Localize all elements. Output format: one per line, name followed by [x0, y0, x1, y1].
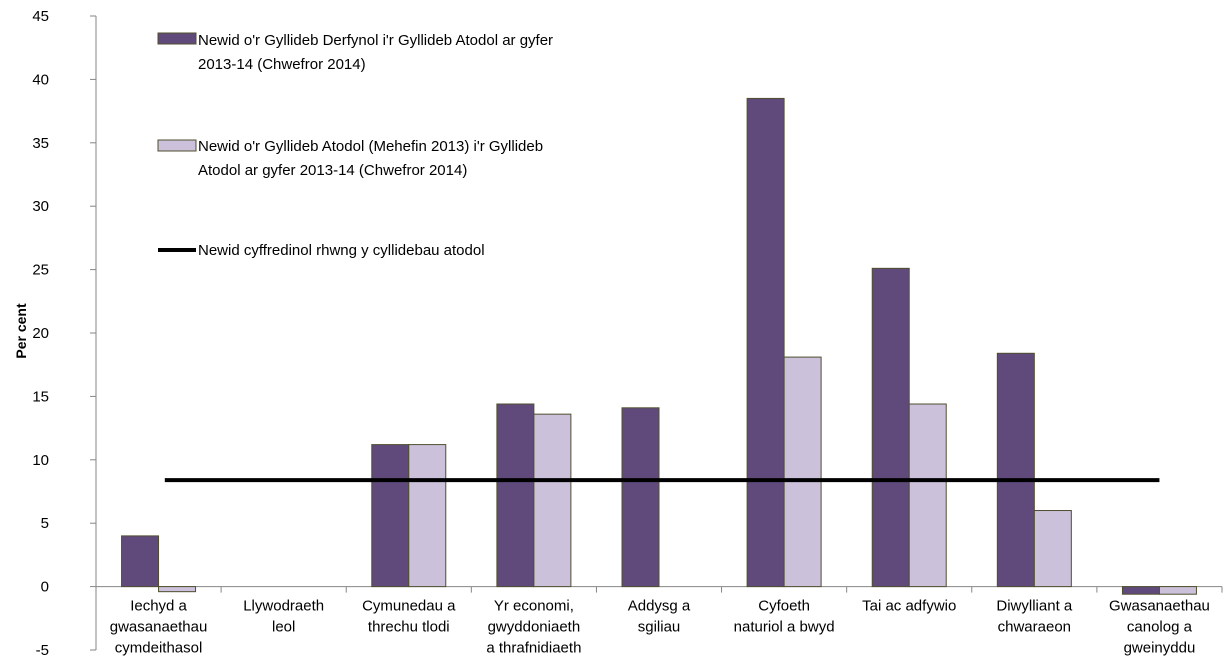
x-tick-label: gwasanaethau	[110, 619, 208, 636]
x-tick-label: canolog a	[1127, 619, 1193, 636]
y-tick-label: 40	[32, 71, 49, 88]
x-tick-label: Tai ac adfywio	[862, 598, 956, 615]
axis-labels: -5 0 5 10 15 20 25 30 35 40 45 Iechyd a gwasanaethau…	[32, 8, 1210, 659]
x-tick-label: naturiol a bwyd	[734, 619, 835, 636]
legend-label-series-1: 2013-14 (Chwefror 2014)	[198, 56, 366, 73]
y-tick-label: 15	[32, 388, 49, 405]
x-tick-label: Llywodraeth	[243, 598, 324, 615]
bar-series-2	[408, 444, 447, 588]
y-tick-label: 30	[32, 198, 49, 215]
x-tick-label: a thrafnidiaeth	[486, 640, 581, 657]
x-tick-label: threchu tlodi	[368, 619, 450, 636]
bar-series-2	[908, 403, 947, 588]
y-tick-label: 25	[32, 262, 49, 279]
x-tick-label: sgiliau	[638, 619, 681, 636]
bar-series-2	[1158, 586, 1197, 595]
bar-series-1	[871, 267, 910, 588]
legend-swatch-series-1	[157, 32, 197, 45]
legend-label-series-2: Atodol ar gyfer 2013-14 (Chwefror 2014)	[198, 162, 467, 179]
x-tick-label: Yr economi,	[494, 598, 574, 615]
legend-label-reference-line: Newid cyffredinol rhwng y cyllidebau ato…	[198, 242, 485, 259]
bar-series-1	[496, 403, 535, 588]
bar-series-1	[1121, 586, 1160, 595]
bar-series-1	[996, 352, 1035, 588]
x-tick-label: Cyfoeth	[758, 598, 810, 615]
bar-series-1	[746, 97, 785, 588]
x-tick-label: cymdeithasol	[115, 640, 203, 657]
x-tick-label: chwaraeon	[998, 619, 1071, 636]
x-tick-label: gweinyddu	[1124, 640, 1196, 657]
bar-series-1	[121, 535, 160, 588]
y-tick-label: -5	[36, 642, 49, 659]
legend-swatch-series-2	[157, 139, 197, 152]
bar-series-1	[621, 407, 660, 588]
bar-series-2	[1033, 510, 1072, 588]
y-tick-label: 5	[41, 515, 49, 532]
x-tick-label: Gwasanaethau	[1109, 598, 1210, 615]
x-tick-label: Diwylliant a	[996, 598, 1073, 615]
legend: Newid o'r Gyllideb Derfynol i'r Gyllideb…	[157, 32, 553, 259]
y-tick-label: 0	[41, 579, 49, 596]
y-tick-label: 20	[32, 325, 49, 342]
bar-series-2	[783, 356, 822, 588]
bar-series-1	[371, 444, 410, 588]
bar-series-2	[158, 586, 197, 593]
x-tick-label: Iechyd a	[130, 598, 187, 615]
y-axis-title: Per cent	[13, 303, 29, 359]
legend-label-series-2: Newid o'r Gyllideb Atodol (Mehefin 2013)…	[198, 138, 543, 155]
x-tick-label: Cymunedau a	[362, 598, 456, 615]
legend-label-series-1: Newid o'r Gyllideb Derfynol i'r Gyllideb…	[198, 32, 553, 49]
bar-series-2	[533, 413, 572, 588]
x-tick-label: leol	[272, 619, 295, 636]
y-tick-label: 10	[32, 452, 49, 469]
x-tick-label: Addysg a	[628, 598, 691, 615]
y-tick-label: 35	[32, 135, 49, 152]
x-tick-label: gwyddoniaeth	[488, 619, 581, 636]
y-tick-label: 45	[32, 8, 49, 25]
bars	[121, 97, 1197, 595]
